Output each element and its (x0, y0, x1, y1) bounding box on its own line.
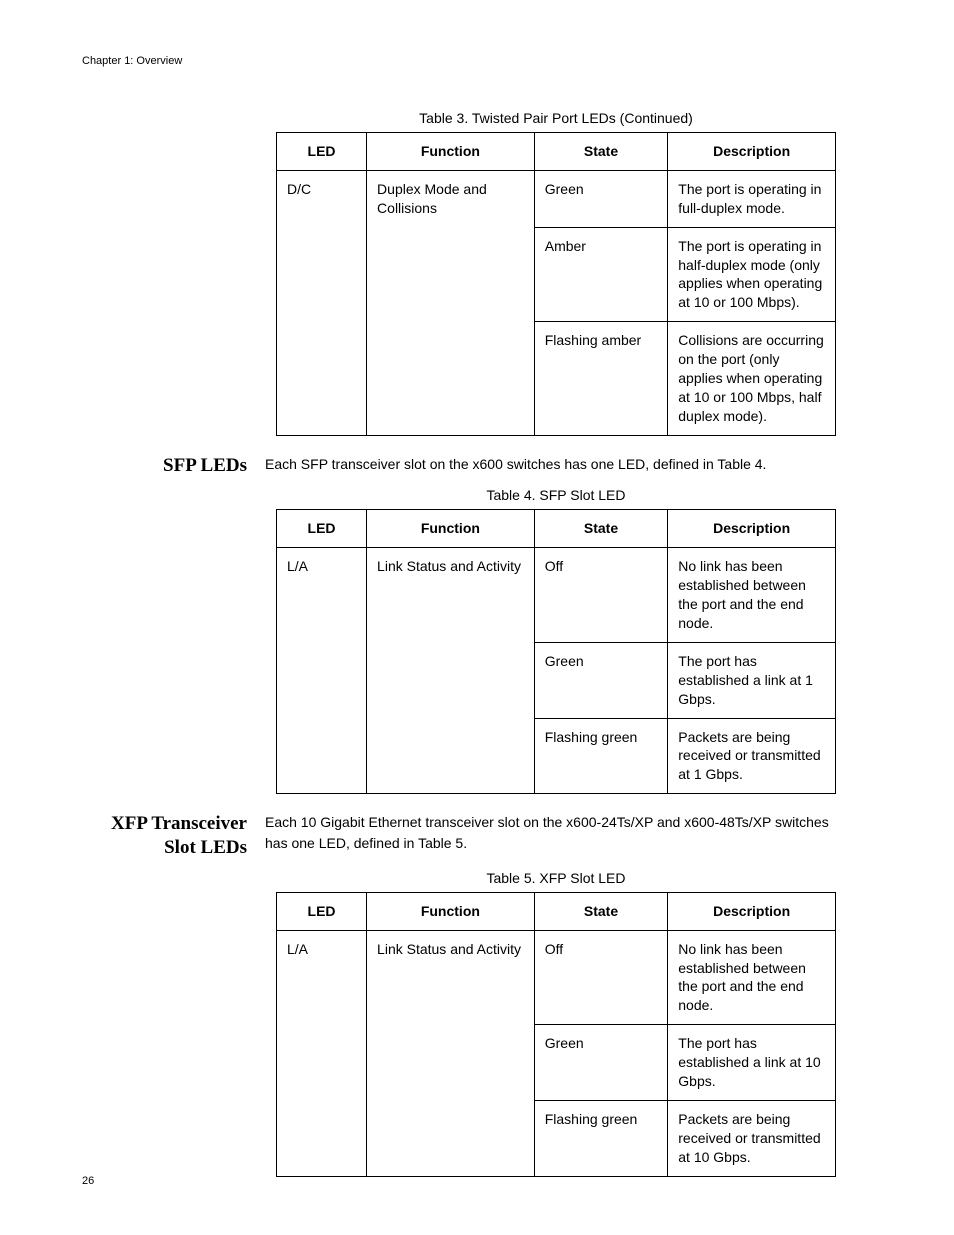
table-header: LED (277, 892, 367, 930)
table-cell-led: L/A (277, 548, 367, 794)
table-header: State (534, 133, 668, 171)
table-header: Function (367, 510, 535, 548)
section-heading-xfp: XFP Transceiver Slot LEDs (82, 812, 265, 860)
table-cell-desc: Packets are being received or transmitte… (668, 718, 836, 794)
table4-caption: Table 4. SFP Slot LED (276, 487, 836, 503)
table-cell-state: Green (534, 642, 668, 718)
table-cell-led: L/A (277, 930, 367, 1176)
table-cell-state: Off (534, 548, 668, 643)
table-cell-state: Green (534, 170, 668, 227)
table-header-row: LED Function State Description (277, 510, 836, 548)
table-cell-state: Flashing green (534, 1100, 668, 1176)
table-cell-led: D/C (277, 170, 367, 435)
page-number: 26 (82, 1175, 94, 1187)
table-cell-state: Flashing green (534, 718, 668, 794)
table-cell-function: Duplex Mode and Collisions (367, 170, 535, 435)
table-cell-desc: The port has established a link at 1 Gbp… (668, 642, 836, 718)
section-text-sfp: Each SFP transceiver slot on the x600 sw… (265, 454, 836, 478)
table4: LED Function State Description L/A Link … (276, 509, 836, 794)
table-cell-state: Amber (534, 227, 668, 322)
table-cell-desc: No link has been established between the… (668, 548, 836, 643)
table-cell-desc: Collisions are occurring on the port (on… (668, 322, 836, 435)
table-header-row: LED Function State Description (277, 892, 836, 930)
table-header: LED (277, 133, 367, 171)
table-header-row: LED Function State Description (277, 133, 836, 171)
table-header: Description (668, 892, 836, 930)
table-cell-desc: Packets are being received or transmitte… (668, 1100, 836, 1176)
page-content: Table 3. Twisted Pair Port LEDs (Continu… (82, 110, 836, 1195)
table-cell-desc: The port is operating in half-duplex mod… (668, 227, 836, 322)
table-cell-state: Flashing amber (534, 322, 668, 435)
section-heading-sfp: SFP LEDs (82, 454, 265, 478)
section-sfp: SFP LEDs Each SFP transceiver slot on th… (82, 454, 836, 478)
table-header: Function (367, 892, 535, 930)
section-xfp: XFP Transceiver Slot LEDs Each 10 Gigabi… (82, 812, 836, 860)
section-text-xfp: Each 10 Gigabit Ethernet transceiver slo… (265, 812, 836, 860)
table3: LED Function State Description D/C Duple… (276, 132, 836, 436)
table-header: Function (367, 133, 535, 171)
table-header: State (534, 892, 668, 930)
table-cell-state: Off (534, 930, 668, 1025)
table-cell-function: Link Status and Activity (367, 548, 535, 794)
table5-caption: Table 5. XFP Slot LED (276, 870, 836, 886)
table-cell-desc: The port has established a link at 10 Gb… (668, 1025, 836, 1101)
table-header: State (534, 510, 668, 548)
table-row: L/A Link Status and Activity Off No link… (277, 930, 836, 1025)
table-row: L/A Link Status and Activity Off No link… (277, 548, 836, 643)
table-row: D/C Duplex Mode and Collisions Green The… (277, 170, 836, 227)
table-header: Description (668, 133, 836, 171)
table-cell-function: Link Status and Activity (367, 930, 535, 1176)
table-cell-desc: No link has been established between the… (668, 930, 836, 1025)
table-header: LED (277, 510, 367, 548)
table5: LED Function State Description L/A Link … (276, 892, 836, 1177)
table-cell-desc: The port is operating in full-duplex mod… (668, 170, 836, 227)
chapter-header: Chapter 1: Overview (82, 55, 182, 67)
table3-caption: Table 3. Twisted Pair Port LEDs (Continu… (276, 110, 836, 126)
table-header: Description (668, 510, 836, 548)
table-cell-state: Green (534, 1025, 668, 1101)
